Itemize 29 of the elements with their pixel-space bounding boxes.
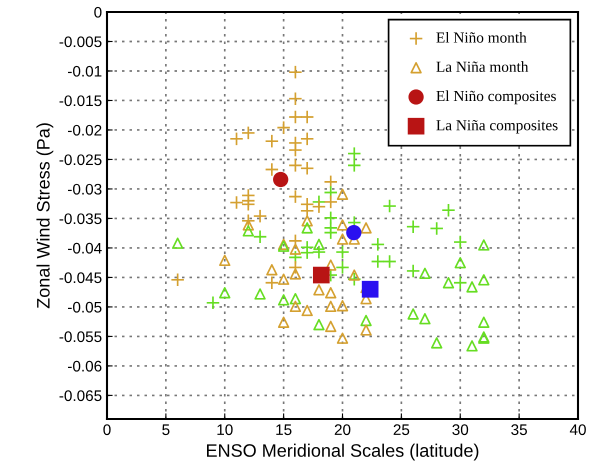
y-axis-title: Zonal Wind Stress (Pa)	[36, 123, 54, 308]
x-tick-label: 10	[217, 424, 233, 436]
x-tick-label: 0	[103, 424, 111, 436]
legend-label: La Niña composites	[436, 120, 558, 134]
y-tick-label: -0.045	[60, 272, 102, 284]
y-tick-label: -0.015	[60, 95, 102, 106]
y-tick-label: -0.005	[60, 36, 102, 48]
y-tick-label: -0.01	[68, 66, 102, 77]
y-tick-label: -0.055	[60, 331, 102, 342]
y-tick-label: 0	[94, 6, 102, 18]
y-tick-label: -0.05	[68, 302, 102, 313]
x-tick-label: 25	[394, 424, 410, 436]
y-tick-label: -0.02	[68, 124, 102, 136]
x-tick-label: 15	[276, 424, 292, 436]
x-tick-label: 20	[334, 424, 350, 436]
y-tick-label: -0.03	[68, 184, 102, 195]
y-tick-label: -0.06	[68, 360, 102, 372]
y-tick-label: -0.04	[68, 242, 102, 254]
x-tick-label: 5	[162, 424, 170, 436]
y-tick-label: -0.035	[60, 213, 102, 224]
y-tick-label: -0.025	[60, 154, 102, 166]
x-tick-label: 35	[511, 424, 527, 436]
legend-label: El Niño composites	[436, 90, 556, 104]
legend-label: La Niña month	[436, 61, 528, 72]
x-tick-label: 30	[452, 424, 468, 436]
y-tick-label: -0.065	[60, 390, 102, 402]
x-axis-title: ENSO Meridional Scales (latitude)	[207, 444, 478, 460]
legend-label: El Niño month	[436, 32, 527, 43]
x-tick-label: 40	[570, 424, 586, 436]
